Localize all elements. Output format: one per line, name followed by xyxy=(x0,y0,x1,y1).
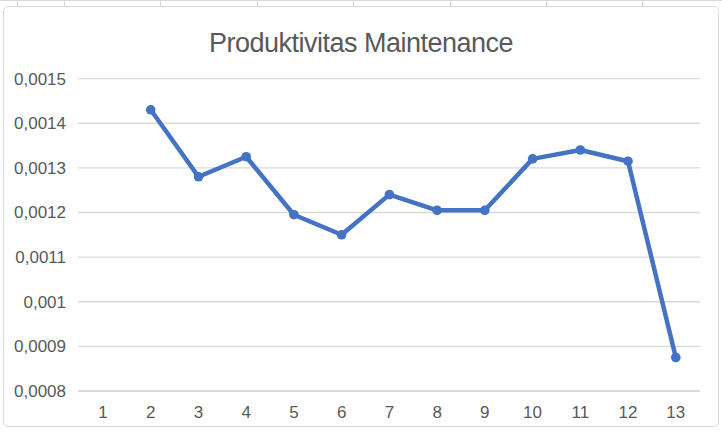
x-tick-label[interactable]: 1 xyxy=(98,403,107,422)
y-tick-label[interactable]: 0,0015 xyxy=(14,70,66,89)
series-marker[interactable] xyxy=(241,152,251,162)
y-tick-label[interactable]: 0,0008 xyxy=(14,382,66,401)
series-marker[interactable] xyxy=(146,105,156,115)
series-marker[interactable] xyxy=(289,210,299,220)
series-marker[interactable] xyxy=(623,156,633,166)
y-tick-label[interactable]: 0,0009 xyxy=(14,337,66,356)
x-tick-label[interactable]: 11 xyxy=(571,403,589,422)
x-tick-label[interactable]: 7 xyxy=(385,403,394,422)
gridlines xyxy=(78,79,700,391)
x-tick-label[interactable]: 9 xyxy=(480,403,489,422)
x-tick-label[interactable]: 3 xyxy=(194,403,203,422)
series-marker[interactable] xyxy=(432,206,442,216)
series-marker[interactable] xyxy=(576,145,586,155)
x-tick-label[interactable]: 5 xyxy=(289,403,298,422)
x-tick-label[interactable]: 10 xyxy=(523,403,542,422)
x-axis-tick-labels: 12345678910111213 xyxy=(98,403,685,422)
x-tick-label[interactable]: 2 xyxy=(146,403,155,422)
series-line[interactable] xyxy=(151,110,676,358)
y-tick-label[interactable]: 0,001 xyxy=(23,293,66,312)
x-tick-label[interactable]: 4 xyxy=(241,403,250,422)
y-tick-label[interactable]: 0,0012 xyxy=(14,203,66,222)
series-marker[interactable] xyxy=(671,353,681,363)
x-tick-label[interactable]: 13 xyxy=(666,403,685,422)
y-tick-label[interactable]: 0,0014 xyxy=(14,114,66,133)
y-tick-label[interactable]: 0,0013 xyxy=(14,159,66,178)
x-tick-label[interactable]: 8 xyxy=(432,403,441,422)
x-tick-label[interactable]: 6 xyxy=(337,403,346,422)
data-series xyxy=(146,105,681,362)
line-chart-plot: 0,0008 0,0009 0,001 0,0011 0,0012 0,0013 0,001… xyxy=(0,0,722,437)
series-marker[interactable] xyxy=(385,190,395,200)
series-marker[interactable] xyxy=(337,230,347,240)
spreadsheet-fragment: Produktivitas Maintenance 0,00080,00090,… xyxy=(0,0,722,437)
series-marker[interactable] xyxy=(480,206,490,216)
series-marker[interactable] xyxy=(528,154,538,164)
series-marker[interactable] xyxy=(194,172,204,182)
y-axis-tick-labels: 0,0008 0,0009 0,001 0,0011 0,0012 0,0013 0,001… xyxy=(14,70,66,401)
x-tick-label[interactable]: 12 xyxy=(619,403,638,422)
y-tick-label[interactable]: 0,0011 xyxy=(15,248,66,267)
